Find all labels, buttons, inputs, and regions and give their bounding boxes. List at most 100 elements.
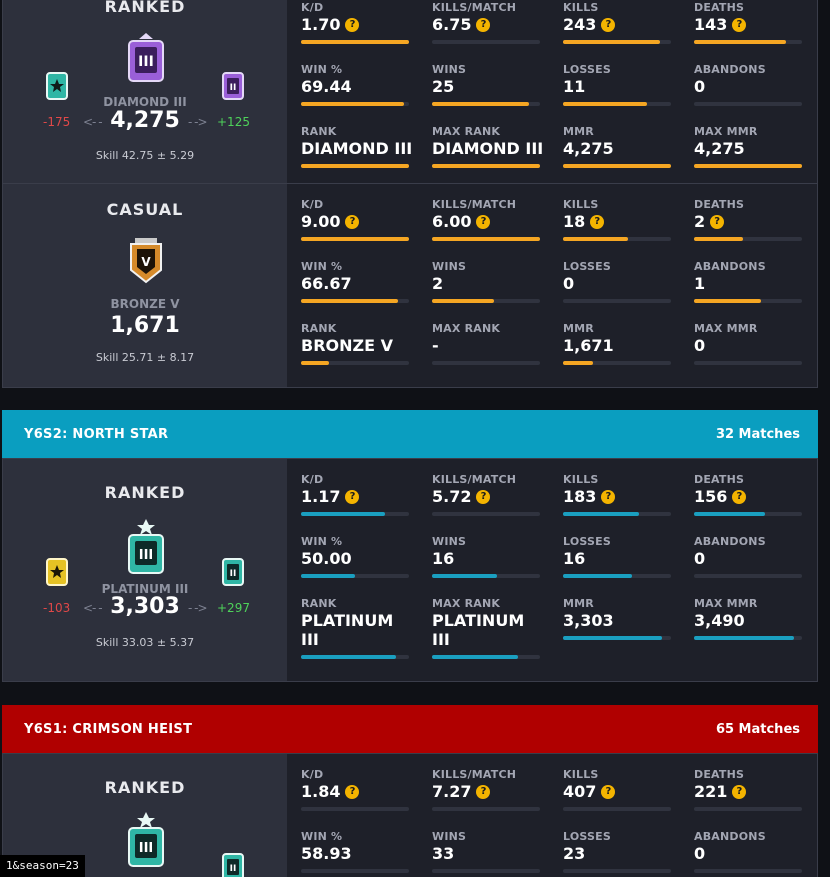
- stat-progress-bar: [301, 869, 409, 873]
- rank-summary-panel: CASUAL V BRONZE V 1,671 Skill 25.71 ± 8.…: [3, 184, 287, 387]
- help-icon[interactable]: ?: [601, 489, 616, 504]
- stats-grid: K/D 1.84? KILLS/MATCH 7.27? KILLS 407? DEATHS 2…: [287, 754, 817, 877]
- stat-value: 3,490: [694, 611, 745, 630]
- stat-value: 7.27: [432, 782, 472, 801]
- stat-value: 2: [694, 212, 706, 231]
- current-mmr: 3,303: [110, 594, 180, 619]
- stat-progress-bar: [694, 361, 802, 365]
- help-icon[interactable]: ?: [345, 784, 360, 799]
- stat-progress-bar: [563, 164, 671, 168]
- stat-progress-fill: [432, 574, 497, 578]
- stat-value: 221: [694, 782, 728, 801]
- stat-value: 18: [563, 212, 586, 231]
- stat-progress-bar: [432, 574, 540, 578]
- stat-label: KILLS/MATCH: [432, 198, 517, 211]
- stat-value: 0: [694, 336, 706, 355]
- stat-progress-bar: [694, 512, 802, 516]
- stat-value-row: 221?: [694, 782, 806, 801]
- stat-losses: LOSSES 11: [563, 63, 675, 106]
- help-icon[interactable]: ?: [732, 17, 747, 32]
- stat-label: LOSSES: [563, 830, 611, 843]
- stat-progress-fill: [432, 237, 540, 241]
- svg-text:II: II: [230, 569, 237, 579]
- stat-value-row: 9.00?: [301, 212, 413, 231]
- help-icon[interactable]: ?: [345, 489, 360, 504]
- match-count: 65 Matches: [715, 721, 800, 737]
- stat-label: LOSSES: [563, 63, 611, 76]
- help-icon[interactable]: ?: [601, 784, 616, 799]
- stat-max-mmr: MAX MMR 0: [694, 322, 806, 365]
- stat-value-row: 1.84?: [301, 782, 413, 801]
- stat-value-row: 6.00?: [432, 212, 544, 231]
- help-icon[interactable]: ?: [601, 17, 616, 32]
- stat-value: 156: [694, 487, 728, 506]
- stat-value: 0: [563, 274, 575, 293]
- stat-progress-bar: [694, 636, 802, 640]
- stat-label: K/D: [301, 1, 324, 14]
- stat-progress-bar: [432, 237, 540, 241]
- stat-progress-fill: [563, 237, 628, 241]
- stat-losses: LOSSES 0: [563, 260, 675, 303]
- season-title: Y6S1: CRIMSON HEIST: [24, 721, 193, 737]
- help-icon[interactable]: ?: [476, 489, 491, 504]
- help-icon[interactable]: ?: [476, 214, 491, 229]
- mmr-loss: -103: [43, 601, 71, 615]
- help-icon[interactable]: ?: [345, 17, 360, 32]
- stat-label: KILLS: [563, 473, 599, 486]
- stat-k-d: K/D 9.00?: [301, 198, 413, 241]
- stat-value-row: BRONZE V: [301, 336, 413, 355]
- stat-k-d: K/D 1.17?: [301, 473, 413, 516]
- stat-value-row: 2?: [694, 212, 806, 231]
- stat-mmr: MMR 4,275: [563, 125, 675, 168]
- help-icon[interactable]: ?: [732, 489, 747, 504]
- stat-abandons: ABANDONS 0: [694, 535, 806, 578]
- stat-label: DEATHS: [694, 1, 745, 14]
- skill-rating: Skill 25.71 ± 8.17: [95, 351, 195, 364]
- stat-progress-bar: [563, 636, 671, 640]
- stats-grid: K/D 9.00? KILLS/MATCH 6.00? KILLS 18? DEATHS 2?…: [287, 184, 817, 387]
- stat-value-row: 0: [694, 336, 806, 355]
- help-icon[interactable]: ?: [732, 784, 747, 799]
- stat-progress-bar: [432, 512, 540, 516]
- svg-text:III: III: [139, 548, 154, 563]
- stat-progress-fill: [301, 574, 355, 578]
- stat-label: WINS: [432, 535, 467, 548]
- help-icon[interactable]: ?: [476, 17, 491, 32]
- stat-value: 66.67: [301, 274, 352, 293]
- help-icon[interactable]: ?: [476, 784, 491, 799]
- stat-kills-match: KILLS/MATCH 6.00?: [432, 198, 544, 241]
- platinum-rank-badge-icon: III: [128, 812, 164, 867]
- stat-label: ABANDONS: [694, 535, 766, 548]
- stat-value: PLATINUM III: [432, 611, 525, 649]
- stat-progress-bar: [301, 102, 409, 106]
- stat-wins: WINS 16: [432, 535, 544, 578]
- stat-value-row: 23: [563, 844, 675, 863]
- stat-losses: LOSSES 23: [563, 830, 675, 873]
- stat-value: 33: [432, 844, 455, 863]
- stat-progress-fill: [301, 512, 386, 516]
- arrow-right-icon: - ->: [188, 601, 208, 615]
- stat-progress-bar: [301, 574, 409, 578]
- help-icon[interactable]: ?: [590, 214, 605, 229]
- mode-title: RANKED: [104, 0, 186, 16]
- stat-value-row: 0: [563, 274, 675, 293]
- season-header-north-star[interactable]: Y6S2: NORTH STAR 32 Matches: [2, 410, 818, 458]
- stat-progress-bar: [432, 869, 540, 873]
- stat-win: WIN % 50.00: [301, 535, 413, 578]
- stat-label: WINS: [432, 260, 467, 273]
- help-icon[interactable]: ?: [345, 214, 360, 229]
- stat-abandons: ABANDONS 0: [694, 830, 806, 873]
- stat-label: MAX RANK: [432, 597, 501, 610]
- season-header-crimson-heist[interactable]: Y6S1: CRIMSON HEIST 65 Matches: [2, 705, 818, 753]
- stat-value: 407: [563, 782, 597, 801]
- help-icon[interactable]: ?: [710, 214, 725, 229]
- prev-rank-badge-icon: [46, 72, 68, 100]
- stat-value: 58.93: [301, 844, 352, 863]
- stat-label: KILLS/MATCH: [432, 473, 517, 486]
- stat-k-d: K/D 1.84?: [301, 768, 413, 811]
- arrow-left-icon: <- -: [83, 601, 103, 615]
- stat-progress-bar: [563, 807, 671, 811]
- stat-value-row: PLATINUM III: [432, 611, 544, 649]
- mode-title: RANKED: [104, 778, 186, 797]
- stat-wins: WINS 2: [432, 260, 544, 303]
